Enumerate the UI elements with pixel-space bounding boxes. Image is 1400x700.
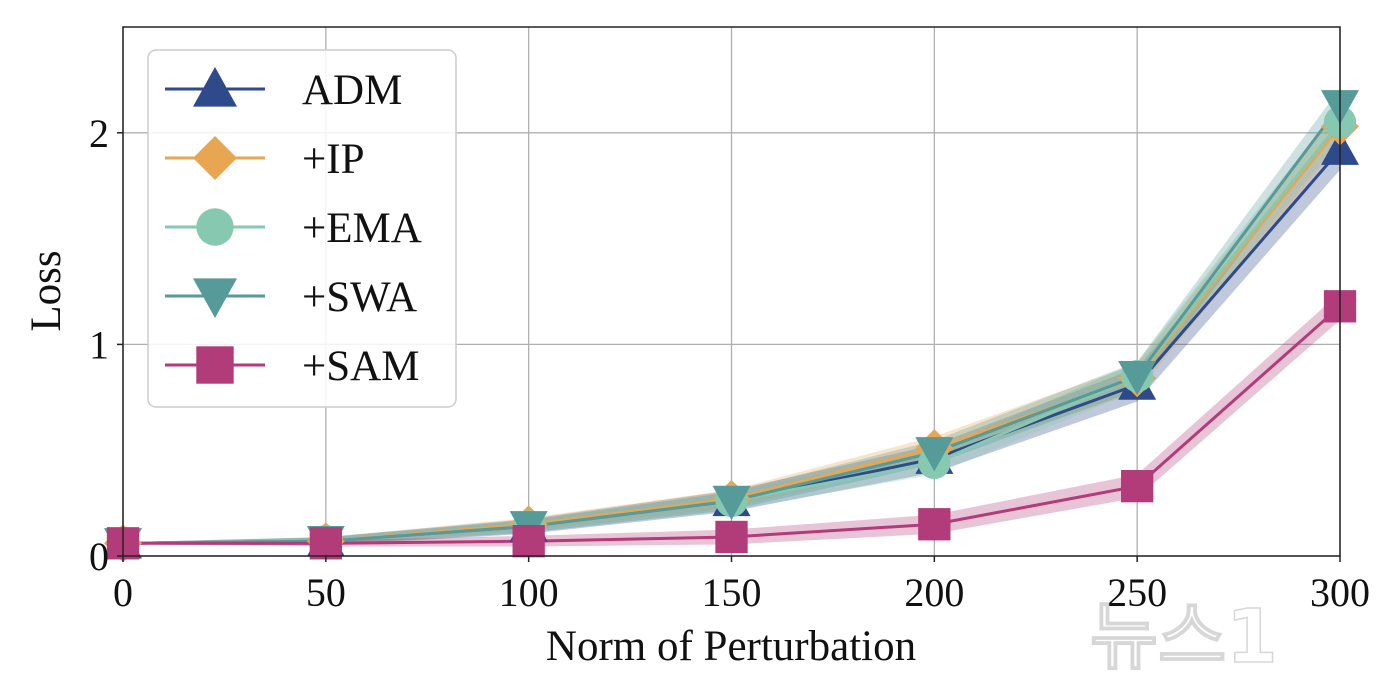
- legend-marker-swa: [193, 278, 237, 318]
- point-swa: [915, 437, 954, 472]
- point-sam: [309, 527, 342, 560]
- x-tick-label: 50: [306, 570, 346, 615]
- legend-marker-adm: [193, 67, 237, 107]
- y-tick-label: 1: [89, 322, 109, 367]
- legend-label: +EMA: [302, 205, 422, 252]
- watermark-logo: 뉴스1: [1089, 593, 1278, 681]
- point-swa: [1118, 360, 1157, 396]
- legend-marker-ip: [193, 136, 237, 180]
- legend: ADM +IP +EMA +SWA +SAM: [147, 49, 457, 408]
- x-axis-label: Norm of Perturbation: [546, 623, 916, 670]
- x-tick-label: 100: [499, 570, 559, 615]
- x-tick-label: 150: [702, 570, 762, 615]
- legend-label: +SAM: [302, 343, 419, 390]
- x-tick-label: 200: [904, 570, 964, 615]
- y-axis-label: Loss: [23, 250, 70, 331]
- legend-box: [147, 49, 457, 408]
- legend-marker-ema: [196, 208, 234, 246]
- y-tick-label: 2: [89, 111, 109, 156]
- legend-label: +IP: [302, 136, 364, 183]
- y-tick-label: 0: [89, 534, 109, 579]
- y-axis-ticks: 0 1 2: [89, 111, 123, 579]
- x-tick-label: 0: [113, 570, 133, 615]
- point-sam: [715, 520, 748, 554]
- point-swa: [712, 485, 751, 520]
- legend-marker-sam: [196, 346, 234, 384]
- x-tick-label: 300: [1310, 570, 1370, 615]
- x-axis-ticks: 0 50 100 150 200 250 300: [113, 556, 1370, 615]
- legend-label: +SWA: [302, 274, 417, 321]
- point-sam: [1121, 470, 1154, 503]
- x-tick-label: 250: [1107, 570, 1167, 615]
- point-sam: [512, 525, 545, 558]
- point-sam: [918, 508, 951, 541]
- legend-label: ADM: [302, 67, 402, 114]
- svg-text:뉴스1: 뉴스1: [1090, 594, 1278, 680]
